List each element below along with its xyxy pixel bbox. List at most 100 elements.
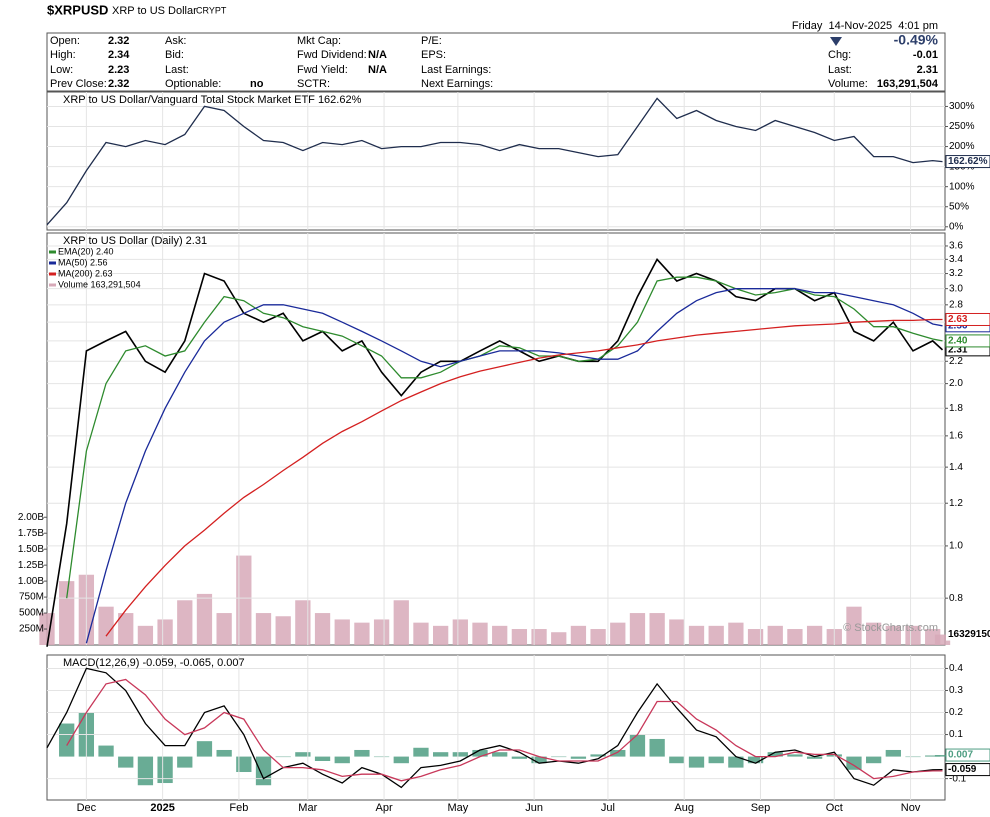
x-tick-label: Jul <box>601 802 615 814</box>
volume-bar <box>492 625 508 645</box>
y2-tick-label: 1.00B <box>18 576 44 587</box>
series-line <box>105 318 943 637</box>
y-tick-label: 1.4 <box>949 462 963 473</box>
field-label: Bid: <box>165 49 184 61</box>
y-tick-label: 0.3 <box>949 685 963 696</box>
histogram-bar <box>787 754 803 757</box>
y-tick-label: 3.4 <box>949 254 963 265</box>
histogram-bar <box>236 756 252 773</box>
y-tick-label: 250% <box>949 121 975 132</box>
histogram-bar <box>177 756 193 768</box>
y2-tick-label: 250M <box>19 624 44 635</box>
field-label: Ask: <box>165 35 186 47</box>
histogram-bar <box>767 752 783 757</box>
histogram-bar <box>216 749 232 757</box>
histogram-bar <box>708 756 724 764</box>
field-value: no <box>250 78 264 90</box>
volume-bar <box>433 625 449 645</box>
y-tick-label: 1.2 <box>949 498 963 509</box>
panel-title: MACD(12,26,9) -0.059, -0.065, 0.007 <box>63 657 245 669</box>
y2-tick-label: 1.50B <box>18 544 44 555</box>
volume-bar <box>934 634 951 645</box>
volume-bar <box>255 613 272 645</box>
field-value: 2.23 <box>108 64 129 76</box>
histogram-bar <box>590 754 606 757</box>
last-value-badge <box>946 628 990 641</box>
field-label: Last: <box>828 64 852 76</box>
y-tick-label: 2.8 <box>949 299 963 310</box>
series-line <box>46 258 944 647</box>
last-value-badge <box>945 155 990 169</box>
field-label: Fwd Dividend: <box>297 49 367 61</box>
y-tick-label: 1.0 <box>949 541 963 552</box>
histogram-bar <box>610 749 626 757</box>
x-tick-label: 2025 <box>150 802 174 814</box>
y-tick-label: 3.6 <box>949 241 963 252</box>
y-tick-label: 2.2 <box>949 356 963 367</box>
y-tick-label: 300% <box>949 101 975 112</box>
volume-bar <box>728 622 744 645</box>
field-label: EPS: <box>421 49 446 61</box>
last-value-badge <box>945 748 990 762</box>
volume-bar <box>629 613 646 645</box>
x-tick-label: Dec <box>77 802 97 814</box>
series-line <box>46 667 943 789</box>
last-value-badge <box>945 312 990 326</box>
volume-bar <box>137 625 154 645</box>
panel-title: XRP to US Dollar/Vanguard Total Stock Ma… <box>63 94 362 106</box>
volume-bar <box>846 606 862 645</box>
y-tick-label: 1.8 <box>949 403 963 414</box>
histogram-bar <box>669 756 685 764</box>
y-tick-label: 200% <box>949 141 975 152</box>
field-label: Low: <box>50 64 73 76</box>
field-label: Next Earnings: <box>421 78 493 90</box>
volume-bar <box>708 625 724 645</box>
exchange: CRYPT <box>196 5 227 15</box>
histogram-bar <box>885 749 901 757</box>
histogram-bar <box>196 741 213 757</box>
y2-tick-label: 1.75B <box>18 528 44 539</box>
histogram-bar <box>255 756 272 786</box>
y2-tick-label: 1.25B <box>18 560 44 571</box>
field-value: N/A <box>368 49 387 61</box>
y2-tick-label: 2.00B <box>18 512 44 523</box>
histogram-bar <box>472 749 488 757</box>
histogram-bar <box>846 756 862 770</box>
last-value-label: 163291504 <box>948 629 990 640</box>
series-line <box>66 276 943 599</box>
series-line <box>85 288 943 644</box>
macd-panel <box>46 654 946 801</box>
volume-bar <box>767 625 783 645</box>
field-label: Last: <box>165 64 189 76</box>
histogram-bar <box>728 756 744 768</box>
field-label: Volume: <box>828 78 868 90</box>
last-value-label: 2.31 <box>948 345 968 356</box>
field-label: Open: <box>50 35 80 47</box>
histogram-bar <box>59 723 75 757</box>
y-tick-label: 0.4 <box>949 663 963 674</box>
volume-bar <box>216 613 232 645</box>
last-value-badge <box>945 763 990 777</box>
histogram-bar <box>747 756 764 764</box>
field-label: Last Earnings: <box>421 64 491 76</box>
histogram-bar <box>118 756 134 768</box>
histogram-bar <box>295 752 311 757</box>
volume-bar <box>413 622 429 645</box>
volume-bar <box>866 622 882 645</box>
field-label: SCTR: <box>297 78 330 90</box>
field-value: N/A <box>368 64 387 76</box>
series-line <box>46 97 943 226</box>
last-value-label: 2.63 <box>948 314 968 325</box>
histogram-bar <box>570 756 587 759</box>
volume-bar <box>196 593 213 645</box>
x-tick-label: Oct <box>826 802 843 814</box>
histogram-bar <box>393 756 409 764</box>
volume-bar <box>59 581 75 645</box>
histogram-bar <box>905 756 921 758</box>
y-tick-label: 50% <box>949 201 969 212</box>
volume-bar <box>885 625 901 645</box>
volume-bar <box>177 600 193 645</box>
histogram-bar <box>629 734 646 757</box>
histogram-bar <box>551 756 567 758</box>
